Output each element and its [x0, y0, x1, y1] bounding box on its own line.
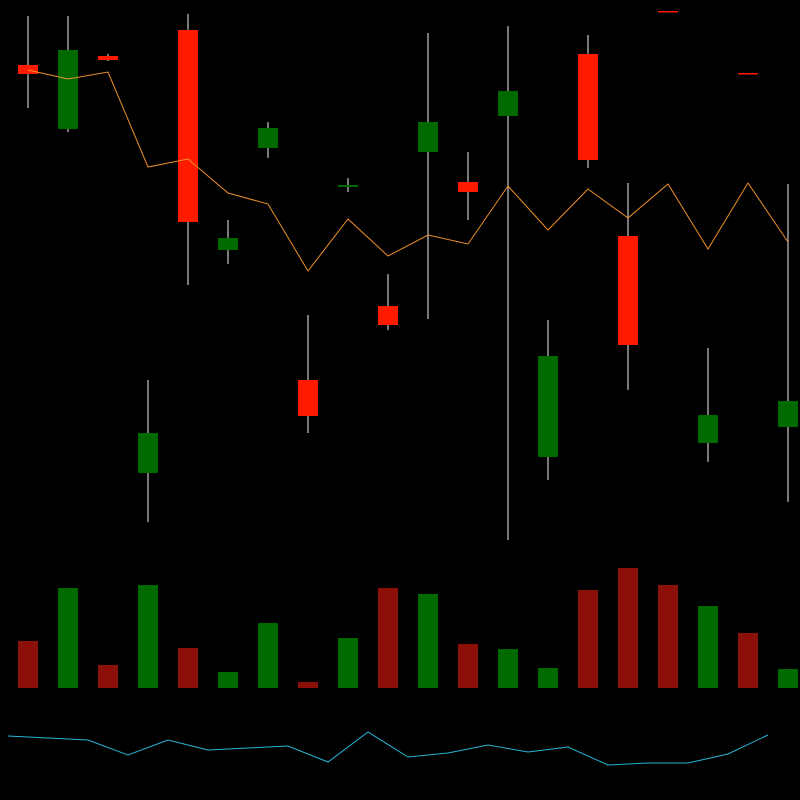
candle-body — [538, 356, 558, 457]
volume-bar — [538, 668, 558, 688]
volume-bar — [618, 568, 638, 688]
candle-body — [258, 128, 278, 148]
volume-bar — [18, 641, 38, 688]
candle-body — [338, 185, 358, 187]
candle-body — [778, 401, 798, 427]
volume-bar — [778, 669, 798, 688]
candle-body — [498, 91, 518, 116]
candle-body — [58, 50, 78, 129]
volume-bar — [578, 590, 598, 688]
candle-body — [458, 182, 478, 192]
candle-body — [378, 306, 398, 325]
volume-bar — [138, 585, 158, 688]
volume-bar — [738, 633, 758, 688]
candle-body — [138, 433, 158, 473]
volume-bar — [178, 648, 198, 688]
candle-body — [658, 11, 678, 13]
candle-body — [738, 73, 758, 75]
candle-body — [418, 122, 438, 152]
volume-bar — [658, 585, 678, 688]
volume-bar — [338, 638, 358, 688]
volume-bar — [418, 594, 438, 688]
volume-bar — [698, 606, 718, 688]
candle-body — [98, 56, 118, 60]
volume-bar — [378, 588, 398, 688]
candle-body — [298, 380, 318, 416]
candle-body — [578, 54, 598, 160]
candle-body — [618, 236, 638, 345]
candle-body — [18, 65, 38, 74]
candle-body — [698, 415, 718, 443]
volume-bar — [458, 644, 478, 688]
volume-bar — [498, 649, 518, 688]
candle-body — [218, 238, 238, 250]
volume-bar — [98, 665, 118, 688]
volume-bar — [58, 588, 78, 688]
volume-bar — [218, 672, 238, 688]
indicator-line — [7, 731, 769, 766]
volume-bar — [258, 623, 278, 688]
volume-bar — [298, 682, 318, 688]
moving-average — [27, 69, 789, 272]
candle-body — [178, 30, 198, 222]
